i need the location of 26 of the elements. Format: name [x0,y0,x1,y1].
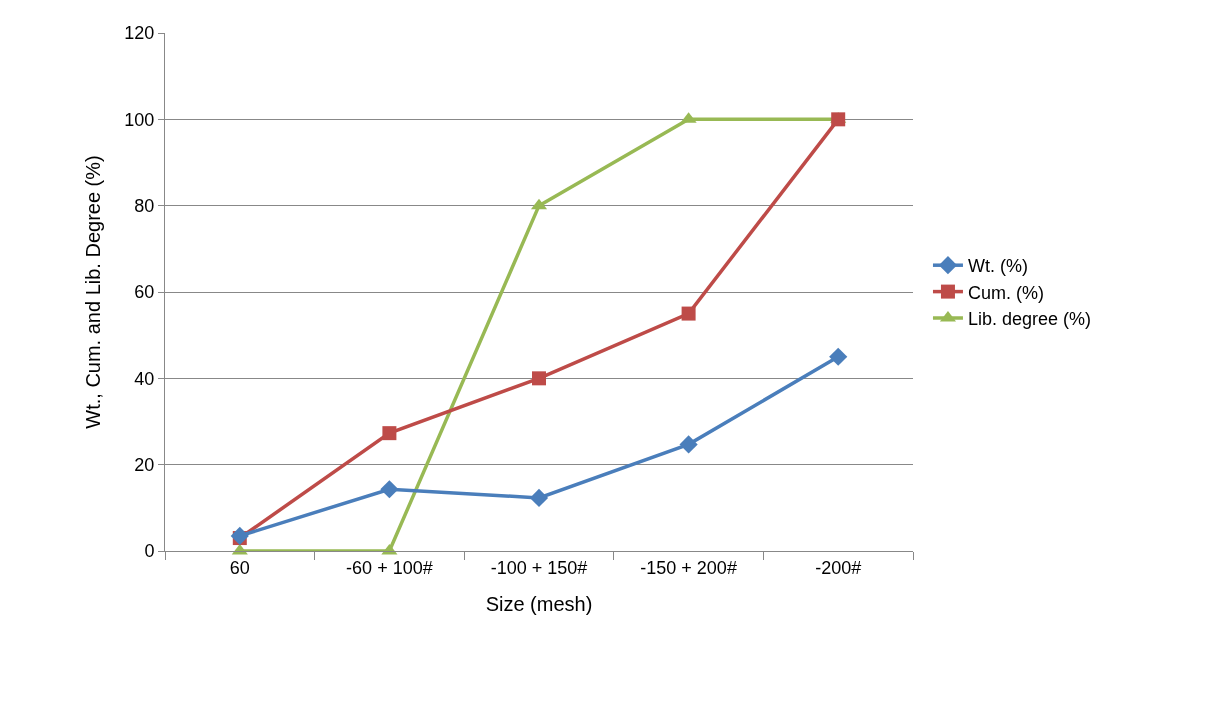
y-tick-label: 20 [134,454,155,475]
x-tick-label: 60 [229,557,250,578]
x-axis-title: Size (mesh) [485,593,593,616]
point [382,426,397,441]
x-tick-label: -200# [815,557,862,578]
point [529,488,549,508]
y-tick-label: 0 [144,541,155,562]
x-tick-label: -150 + 200# [640,557,737,578]
y-tick-label: 40 [134,368,155,389]
point [831,112,846,127]
x-tick-label: -60 + 100# [346,557,433,578]
point [532,371,546,386]
y-tick-label: 120 [124,23,155,44]
legend-label: Cum. (%) [967,282,1044,303]
y-tick-label: 100 [124,109,155,130]
y-axis-title: Wt., Cum. and Lib. Degree (%) [81,155,104,429]
legend-label: Wt. (%) [967,256,1028,277]
x-tick-label: -100 + 150# [490,557,588,578]
point [679,435,698,454]
point [380,480,399,499]
point [681,306,696,321]
y-tick-label: 60 [134,282,155,303]
point [230,526,249,545]
y-tick-label: 80 [134,195,155,216]
legend-label: Lib. degree (%) [967,309,1092,330]
point [829,347,848,366]
